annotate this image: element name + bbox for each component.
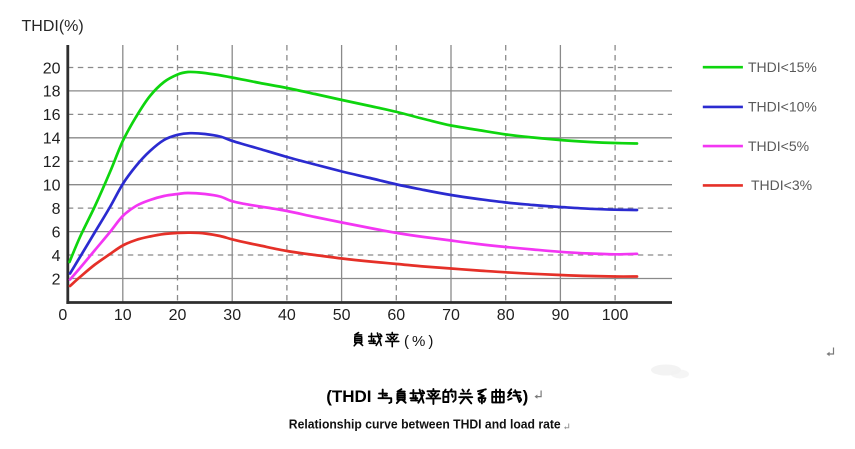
svg-text:12: 12 xyxy=(43,154,61,171)
svg-text:THDI<10%: THDI<10% xyxy=(748,99,817,115)
svg-text:100: 100 xyxy=(602,307,629,324)
svg-text:0: 0 xyxy=(58,307,67,324)
svg-text:10: 10 xyxy=(114,307,132,324)
svg-text:18: 18 xyxy=(43,84,61,101)
svg-text:50: 50 xyxy=(333,307,351,324)
svg-text:Relationship curve between THD: Relationship curve between THDI and load… xyxy=(289,418,561,432)
svg-text:80: 80 xyxy=(497,307,515,324)
svg-text:14: 14 xyxy=(43,131,61,148)
svg-text:4: 4 xyxy=(52,248,61,265)
svg-text:(THDI: (THDI xyxy=(326,387,371,406)
svg-text:(%): (%) xyxy=(404,333,436,350)
svg-text:THDI<3%: THDI<3% xyxy=(751,177,812,193)
svg-text:60: 60 xyxy=(387,307,405,324)
svg-text:16: 16 xyxy=(43,107,61,124)
svg-text:10: 10 xyxy=(43,178,61,195)
svg-text:8: 8 xyxy=(52,201,61,218)
svg-text:): ) xyxy=(523,387,529,406)
svg-text:2: 2 xyxy=(52,271,61,288)
svg-text:20: 20 xyxy=(43,60,61,77)
svg-text:30: 30 xyxy=(223,307,241,324)
svg-text:90: 90 xyxy=(552,307,570,324)
svg-text:THDI<15%: THDI<15% xyxy=(748,59,817,75)
svg-text:20: 20 xyxy=(169,307,187,324)
svg-text:70: 70 xyxy=(442,307,460,324)
svg-text:THDI(%): THDI(%) xyxy=(22,18,84,35)
svg-text:6: 6 xyxy=(52,224,61,241)
svg-text:THDI<5%: THDI<5% xyxy=(748,138,809,154)
svg-text:40: 40 xyxy=(278,307,296,324)
